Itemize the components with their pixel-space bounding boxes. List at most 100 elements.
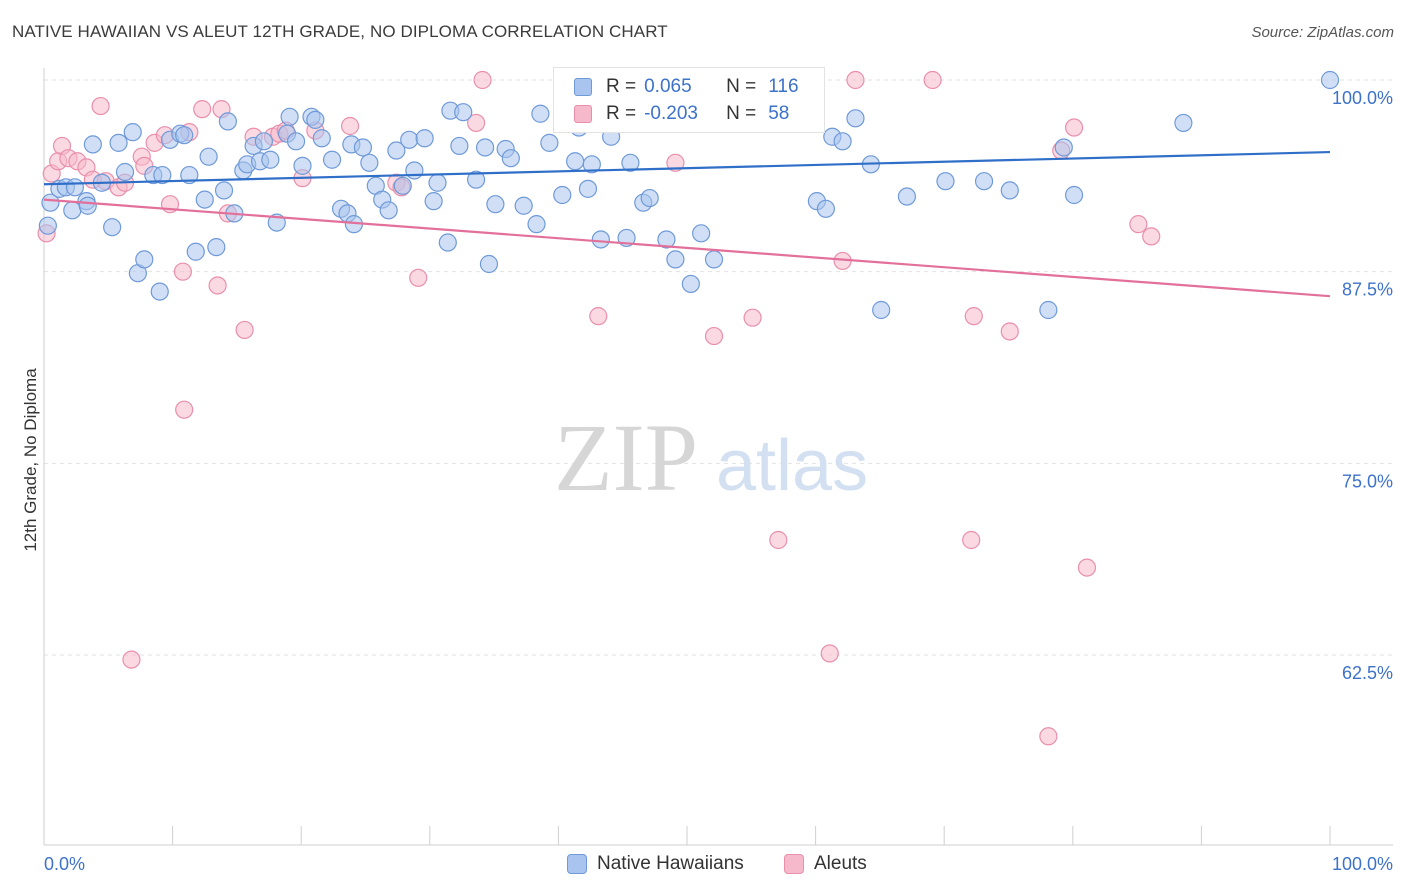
x-axis-tick-marks bbox=[43, 826, 1331, 845]
r-label: R = bbox=[606, 103, 637, 124]
legend-label: Native Hawaiians bbox=[597, 853, 744, 874]
native-hawaiian-point bbox=[115, 162, 135, 182]
n-label: N = bbox=[726, 103, 757, 124]
native-hawaiians-swatch bbox=[574, 78, 592, 96]
native-hawaiian-point bbox=[466, 170, 486, 189]
native-hawaiian-point bbox=[387, 141, 406, 160]
aleut-point bbox=[235, 320, 254, 340]
native-hawaiian-point bbox=[872, 300, 891, 320]
r-label: R = bbox=[606, 76, 637, 97]
native-hawaiian-point bbox=[175, 126, 194, 145]
native-hawaiian-point bbox=[846, 109, 865, 128]
native-hawaiian-point bbox=[261, 150, 280, 169]
native-hawaiian-point bbox=[479, 254, 499, 274]
native-hawaiian-point bbox=[454, 103, 473, 122]
native-hawaiians-trend-line bbox=[43, 150, 1331, 186]
native-hawaiian-point bbox=[531, 104, 550, 123]
aleut-point bbox=[409, 268, 428, 287]
aleut-point bbox=[666, 153, 685, 172]
legend-item-aleuts: Aleuts bbox=[784, 852, 867, 876]
watermark-atlas: atlas bbox=[716, 426, 868, 506]
r-value: -0.203 bbox=[644, 103, 698, 124]
native-hawaiian-point bbox=[1174, 113, 1193, 133]
native-hawaiian-point bbox=[103, 218, 122, 237]
native-hawaiian-point bbox=[405, 161, 424, 180]
native-hawaiian-point bbox=[897, 187, 917, 206]
y-tick-label: 100.0% bbox=[1332, 88, 1393, 108]
native-hawaiian-point bbox=[578, 179, 598, 198]
native-hawaiian-point bbox=[41, 193, 60, 212]
aleut-point bbox=[173, 262, 192, 281]
y-axis-label: 12th Grade, No Diploma bbox=[21, 368, 40, 552]
native-hawaiian-point bbox=[974, 172, 994, 191]
native-hawaiian-point bbox=[150, 282, 169, 301]
native-hawaiian-point bbox=[214, 181, 234, 200]
native-hawaiian-point bbox=[400, 130, 419, 149]
aleut-point bbox=[743, 308, 762, 327]
native-hawaiian-point bbox=[438, 233, 457, 252]
aleut-point bbox=[193, 100, 212, 119]
aleut-point bbox=[1039, 727, 1058, 746]
native-hawaiian-point bbox=[83, 135, 102, 154]
x-tick-label-max: 100.0% bbox=[1332, 854, 1393, 874]
aleut-point bbox=[175, 400, 194, 419]
aleut-point bbox=[820, 644, 839, 663]
n-label: N = bbox=[726, 76, 757, 97]
native-hawaiian-point bbox=[704, 250, 724, 269]
native-hawaiian-point bbox=[135, 250, 154, 269]
native-hawaiian-point bbox=[293, 156, 312, 175]
native-hawaiian-point bbox=[353, 138, 373, 157]
aleut-point bbox=[704, 326, 724, 346]
aleuts-trend-line bbox=[43, 198, 1331, 298]
r-value: 0.065 bbox=[644, 76, 692, 97]
aleut-point bbox=[1129, 215, 1148, 234]
native-hawaiian-point bbox=[280, 107, 299, 126]
y-tick-label: 87.5% bbox=[1342, 280, 1393, 300]
y-tick-label: 62.5% bbox=[1342, 663, 1393, 683]
native-hawaiian-point bbox=[393, 176, 412, 195]
native-hawaiian-point bbox=[415, 129, 434, 148]
native-hawaiian-point bbox=[180, 165, 199, 185]
stats-row-aleuts: R = -0.203 N = 58 bbox=[574, 101, 789, 127]
native-hawaiian-point bbox=[1039, 300, 1058, 320]
native-hawaiian-point bbox=[657, 230, 676, 249]
native-hawaiian-point bbox=[553, 185, 572, 205]
aleut-point bbox=[923, 70, 942, 90]
native-hawaiian-point bbox=[186, 242, 205, 261]
native-hawaiian-point bbox=[109, 133, 128, 152]
native-hawaiian-point bbox=[379, 201, 398, 220]
aleut-point bbox=[122, 650, 141, 669]
watermark: ZIP atlas bbox=[554, 404, 868, 511]
native-hawaiian-point bbox=[936, 172, 955, 191]
legend-label: Aleuts bbox=[814, 853, 867, 874]
native-hawaiians-legend-swatch bbox=[567, 854, 587, 874]
native-hawaiian-point bbox=[360, 153, 379, 172]
native-hawaiian-point bbox=[450, 136, 469, 156]
aleut-point bbox=[1000, 322, 1019, 341]
x-tick-label-min: 0.0% bbox=[44, 854, 85, 874]
native-hawaiian-point bbox=[195, 190, 214, 209]
aleut-point bbox=[1142, 227, 1161, 246]
aleut-point bbox=[1064, 118, 1084, 137]
chart-title: NATIVE HAWAIIAN VS ALEUT 12TH GRADE, NO … bbox=[12, 22, 668, 41]
native-hawaiian-point bbox=[681, 274, 700, 294]
y-tick-label: 75.0% bbox=[1342, 471, 1393, 491]
native-hawaiian-point bbox=[254, 132, 274, 151]
aleut-point bbox=[208, 276, 227, 295]
native-hawaiian-point bbox=[123, 123, 142, 142]
aleut-point bbox=[340, 116, 360, 136]
native-hawaiian-point bbox=[1054, 138, 1073, 157]
aleut-point bbox=[466, 113, 486, 133]
aleuts-legend-swatch bbox=[784, 854, 804, 874]
native-hawaiian-point bbox=[1000, 181, 1019, 200]
aleut-point bbox=[769, 530, 788, 550]
native-hawaiian-point bbox=[591, 230, 610, 249]
native-hawaiian-point bbox=[153, 165, 172, 185]
y-axis-tick-labels: 62.5% 75.0% 87.5% 100.0% bbox=[1332, 88, 1393, 683]
native-hawaiian-point bbox=[199, 147, 218, 166]
native-hawaiian-point bbox=[501, 149, 520, 168]
native-hawaiian-point bbox=[38, 216, 57, 235]
native-hawaiian-point bbox=[286, 132, 306, 151]
native-hawaiian-point bbox=[514, 196, 533, 215]
native-hawaiian-point bbox=[1064, 185, 1084, 205]
